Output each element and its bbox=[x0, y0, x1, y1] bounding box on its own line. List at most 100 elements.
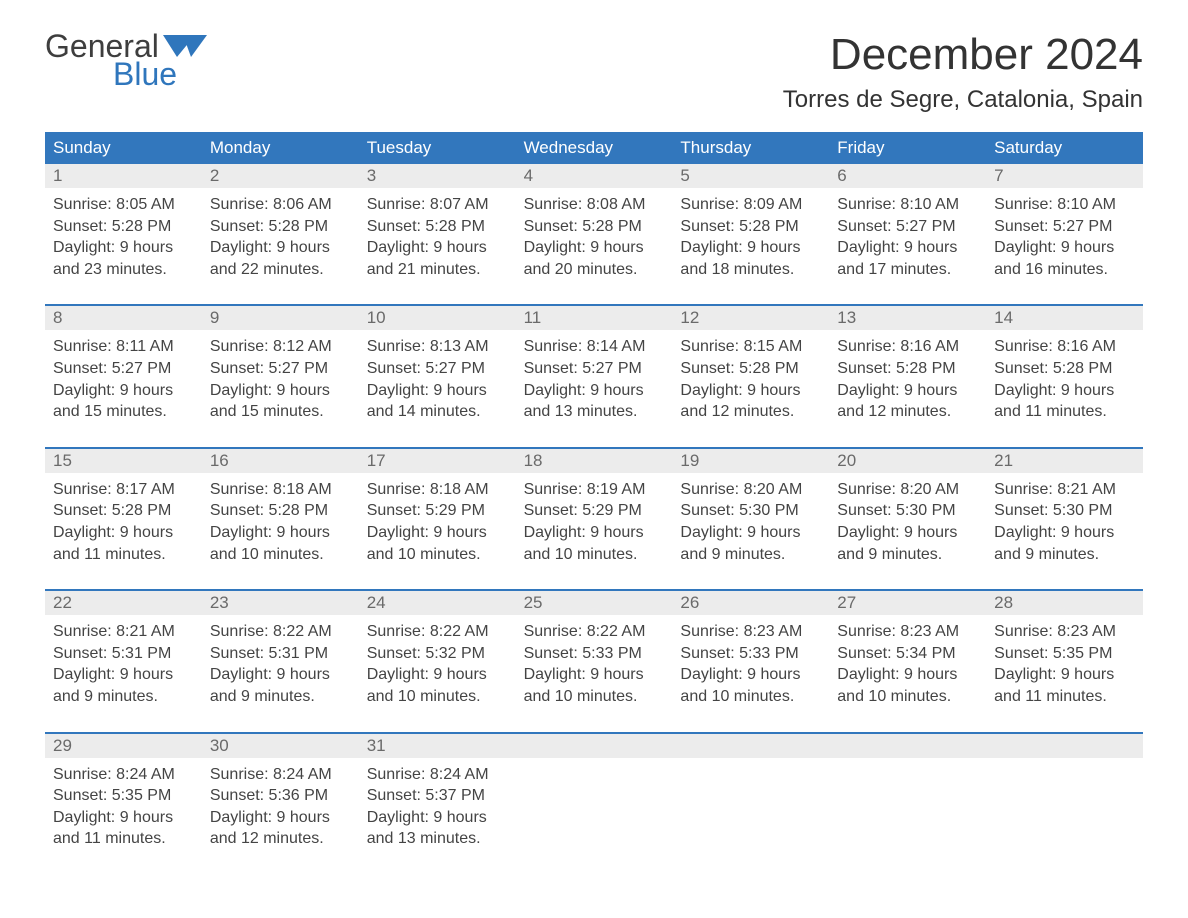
sunset-text: Sunset: 5:27 PM bbox=[524, 358, 665, 380]
sunrise-text: Sunrise: 8:07 AM bbox=[367, 194, 508, 216]
weekday-tue: Tuesday bbox=[359, 132, 516, 164]
daylight-text: and 18 minutes. bbox=[680, 259, 821, 281]
day-cell: Sunrise: 8:19 AMSunset: 5:29 PMDaylight:… bbox=[516, 473, 673, 575]
daylight-text: and 9 minutes. bbox=[994, 544, 1135, 566]
day-cell: Sunrise: 8:22 AMSunset: 5:32 PMDaylight:… bbox=[359, 615, 516, 717]
week-row: 15161718192021 Sunrise: 8:17 AM Sunset: 5:… bbox=[45, 447, 1143, 575]
day-cell: Sunrise: 8:24 AMSunset: 5:35 PMDaylight:… bbox=[45, 758, 202, 860]
daylight-text: Daylight: 9 hours bbox=[210, 664, 351, 686]
daylight-text: Daylight: 9 hours bbox=[837, 522, 978, 544]
daylight-text: and 9 minutes. bbox=[53, 686, 194, 708]
daylight-text: Daylight: 9 hours bbox=[367, 664, 508, 686]
daynum-strip: 293031 bbox=[45, 734, 1143, 758]
day-number: 2 bbox=[202, 164, 359, 188]
sunset-text: Sunset: 5:27 PM bbox=[837, 216, 978, 238]
day-cell: Sunrise: 8:15 AMSunset: 5:28 PMDaylight:… bbox=[672, 330, 829, 432]
day-cell: Sunrise: 8:23 AMSunset: 5:33 PMDaylight:… bbox=[672, 615, 829, 717]
daylight-text: Daylight: 9 hours bbox=[367, 807, 508, 829]
sunset-text: Sunset: 5:27 PM bbox=[367, 358, 508, 380]
daylight-text: Daylight: 9 hours bbox=[994, 664, 1135, 686]
sunset-text: Sunset: 5:31 PM bbox=[210, 643, 351, 665]
day-number: 3 bbox=[359, 164, 516, 188]
daylight-text: and 10 minutes. bbox=[524, 686, 665, 708]
day-cell: Sunrise: 8:20 AMSunset: 5:30 PMDaylight:… bbox=[672, 473, 829, 575]
day-number: 22 bbox=[45, 591, 202, 615]
day-number: 8 bbox=[45, 306, 202, 330]
daylight-text: Daylight: 9 hours bbox=[680, 237, 821, 259]
daylight-text: and 15 minutes. bbox=[210, 401, 351, 423]
sunset-text: Sunset: 5:35 PM bbox=[994, 643, 1135, 665]
daylight-text: Daylight: 9 hours bbox=[367, 522, 508, 544]
sunset-text: Sunset: 5:28 PM bbox=[680, 358, 821, 380]
daynum-strip: 15161718192021 bbox=[45, 449, 1143, 473]
day-cell: Sunrise: 8:11 AMSunset: 5:27 PMDaylight:… bbox=[45, 330, 202, 432]
day-cell bbox=[986, 758, 1143, 860]
sunrise-text: Sunrise: 8:18 AM bbox=[210, 479, 351, 501]
daylight-text: and 9 minutes. bbox=[210, 686, 351, 708]
sunrise-text: Sunrise: 8:06 AM bbox=[210, 194, 351, 216]
daylight-text: Daylight: 9 hours bbox=[210, 380, 351, 402]
daylight-text: and 10 minutes. bbox=[367, 544, 508, 566]
daylight-text: and 15 minutes. bbox=[53, 401, 194, 423]
weekday-thu: Thursday bbox=[672, 132, 829, 164]
sunset-text: Sunset: 5:30 PM bbox=[994, 500, 1135, 522]
daylight-text: Daylight: 9 hours bbox=[837, 380, 978, 402]
day-number bbox=[829, 734, 986, 758]
daylight-text: Daylight: 9 hours bbox=[524, 664, 665, 686]
weekday-fri: Friday bbox=[829, 132, 986, 164]
daylight-text: and 10 minutes. bbox=[837, 686, 978, 708]
day-number: 5 bbox=[672, 164, 829, 188]
day-number bbox=[986, 734, 1143, 758]
day-cell: Sunrise: 8:24 AMSunset: 5:37 PMDaylight:… bbox=[359, 758, 516, 860]
daylight-text: Daylight: 9 hours bbox=[837, 237, 978, 259]
day-number: 7 bbox=[986, 164, 1143, 188]
day-cell bbox=[829, 758, 986, 860]
weekday-sun: Sunday bbox=[45, 132, 202, 164]
daynum-strip: 22232425262728 bbox=[45, 591, 1143, 615]
daylight-text: and 14 minutes. bbox=[367, 401, 508, 423]
sunset-text: Sunset: 5:29 PM bbox=[524, 500, 665, 522]
day-number: 13 bbox=[829, 306, 986, 330]
day-cell: Sunrise: 8:21 AMSunset: 5:31 PMDaylight:… bbox=[45, 615, 202, 717]
sunrise-text: Sunrise: 8:17 AM bbox=[53, 479, 194, 501]
sunrise-text: Sunrise: 8:24 AM bbox=[210, 764, 351, 786]
sunset-text: Sunset: 5:27 PM bbox=[210, 358, 351, 380]
title-block: December 2024 Torres de Segre, Catalonia… bbox=[783, 30, 1143, 114]
weekday-wed: Wednesday bbox=[516, 132, 673, 164]
daylight-text: and 12 minutes. bbox=[210, 828, 351, 850]
sunset-text: Sunset: 5:28 PM bbox=[680, 216, 821, 238]
daylight-text: and 12 minutes. bbox=[837, 401, 978, 423]
sunset-text: Sunset: 5:30 PM bbox=[837, 500, 978, 522]
daylight-text: and 20 minutes. bbox=[524, 259, 665, 281]
sunset-text: Sunset: 5:28 PM bbox=[210, 216, 351, 238]
day-number: 31 bbox=[359, 734, 516, 758]
day-cell: Sunrise: 8:10 AMSunset: 5:27 PMDaylight:… bbox=[829, 188, 986, 290]
day-number: 6 bbox=[829, 164, 986, 188]
sunrise-text: Sunrise: 8:10 AM bbox=[994, 194, 1135, 216]
day-number: 12 bbox=[672, 306, 829, 330]
brand-logo: General Blue bbox=[45, 30, 207, 90]
daylight-text: and 11 minutes. bbox=[994, 686, 1135, 708]
daynum-strip: 891011121314 bbox=[45, 306, 1143, 330]
day-cell bbox=[516, 758, 673, 860]
sunrise-text: Sunrise: 8:23 AM bbox=[837, 621, 978, 643]
sunset-text: Sunset: 5:28 PM bbox=[53, 216, 194, 238]
day-number: 16 bbox=[202, 449, 359, 473]
day-number bbox=[672, 734, 829, 758]
sunset-text: Sunset: 5:36 PM bbox=[210, 785, 351, 807]
day-cell: Sunrise: 8:13 AMSunset: 5:27 PMDaylight:… bbox=[359, 330, 516, 432]
sunrise-text: Sunrise: 8:15 AM bbox=[680, 336, 821, 358]
day-number: 29 bbox=[45, 734, 202, 758]
daylight-text: and 11 minutes. bbox=[994, 401, 1135, 423]
daylight-text: and 13 minutes. bbox=[524, 401, 665, 423]
sunrise-text: Sunrise: 8:23 AM bbox=[994, 621, 1135, 643]
day-number: 25 bbox=[516, 591, 673, 615]
sunrise-text: Sunrise: 8:16 AM bbox=[837, 336, 978, 358]
day-cell: Sunrise: 8:06 AMSunset: 5:28 PMDaylight:… bbox=[202, 188, 359, 290]
sunrise-text: Sunrise: 8:18 AM bbox=[367, 479, 508, 501]
daylight-text: Daylight: 9 hours bbox=[680, 380, 821, 402]
day-cell: Sunrise: 8:09 AMSunset: 5:28 PMDaylight:… bbox=[672, 188, 829, 290]
day-cell: Sunrise: 8:23 AMSunset: 5:34 PMDaylight:… bbox=[829, 615, 986, 717]
weeks-container: 1234567Sunrise: 8:05 AMSunset: 5:28 PMDa… bbox=[45, 164, 1143, 860]
sunrise-text: Sunrise: 8:23 AM bbox=[680, 621, 821, 643]
